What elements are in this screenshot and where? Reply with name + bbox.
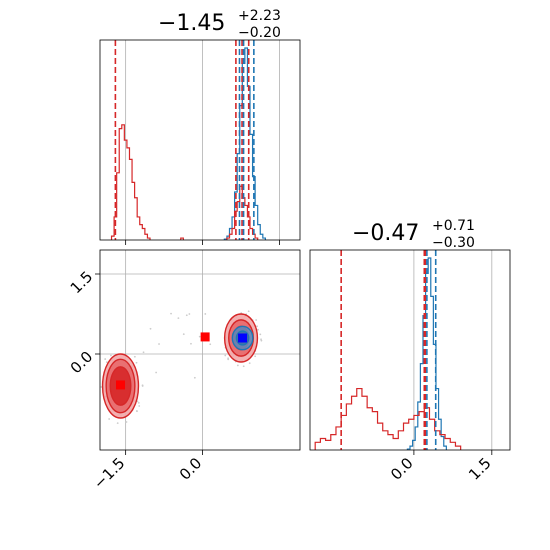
scatter-point	[135, 361, 138, 364]
histogram-red	[110, 124, 259, 240]
top-histograms	[110, 47, 266, 240]
scatter-point	[227, 357, 230, 360]
y-tick-label: 0.0	[67, 348, 97, 378]
scatter-point	[142, 351, 145, 354]
scatter-point	[158, 343, 160, 345]
scatter-point	[136, 410, 138, 413]
right-title-sup: +0.71	[432, 218, 475, 234]
scatter-point	[141, 384, 144, 387]
scatter-point	[190, 342, 192, 345]
joint-grid	[100, 250, 300, 450]
scatter-point	[259, 333, 262, 336]
scatter-point	[198, 335, 201, 338]
scatter-point	[256, 325, 258, 328]
scatter-point	[247, 310, 250, 313]
right-panel-title: −0.47	[352, 221, 419, 246]
scatter-point	[255, 319, 258, 321]
joint-panel-frame	[99, 249, 301, 451]
x-tick-label: 1.5	[465, 454, 495, 484]
marker-red-square	[200, 332, 210, 342]
scatter-point	[204, 313, 207, 315]
scatter-point	[104, 358, 107, 360]
marker-blue-square	[238, 333, 248, 343]
scatter-point	[188, 313, 191, 315]
top-title-sub: −0.20	[238, 25, 281, 41]
scatter-point	[108, 418, 111, 420]
scatter-point	[133, 355, 136, 358]
scatter-point	[260, 338, 262, 341]
scatter-point	[105, 361, 108, 363]
histogram-blue	[223, 47, 266, 240]
top-title-value: −1.45	[158, 11, 225, 36]
scatter-point	[257, 328, 259, 331]
marker-red-square	[116, 380, 126, 390]
scatter-point	[254, 355, 257, 358]
scatter-point	[242, 365, 245, 368]
top-histogram-panel	[99, 39, 301, 245]
right-histograms	[314, 257, 462, 450]
right-title-value: −0.47	[352, 221, 419, 246]
scatter-point	[149, 327, 152, 330]
y-tick-label: 1.5	[67, 268, 97, 298]
scatter-point	[138, 405, 141, 407]
right-quantile-lines	[340, 250, 437, 450]
x-tick-label: 0.0	[176, 454, 206, 484]
scatter-point	[125, 421, 128, 423]
scatter-point	[185, 314, 188, 317]
scatter-point	[155, 371, 158, 374]
top-title-sup: +2.23	[238, 8, 281, 24]
right-ticks: 0.0 1.5	[387, 450, 495, 484]
histogram-red	[314, 387, 462, 450]
scatter-point	[248, 362, 251, 365]
scatter-point	[177, 317, 180, 320]
joint-contour-panel: −1.5 0.0 1.5 0.0	[67, 249, 301, 493]
top-panel-frame	[99, 39, 301, 241]
x-tick-label: −1.5	[90, 454, 128, 492]
top-grid	[125, 40, 280, 240]
scatter-point	[137, 401, 140, 404]
top-ticks	[125, 240, 280, 245]
scatter-point	[170, 312, 172, 315]
right-title-sub: −0.30	[432, 235, 475, 251]
top-panel-title: −1.45	[158, 11, 225, 36]
right-histogram-panel: 0.0 1.5	[309, 249, 511, 484]
scatter-point	[182, 333, 185, 336]
top-quantile-lines	[114, 40, 255, 240]
scatter-point	[193, 376, 196, 379]
scatter-point	[224, 354, 227, 357]
scatter-point	[100, 386, 103, 388]
joint-markers	[116, 332, 248, 390]
right-panel-frame	[309, 249, 511, 451]
scatter-point	[110, 354, 112, 357]
scatter-point	[260, 339, 263, 342]
scatter-point	[209, 343, 212, 346]
x-tick-label: 0.0	[387, 454, 417, 484]
scatter-point	[116, 422, 119, 425]
scatter-point	[236, 364, 239, 367]
